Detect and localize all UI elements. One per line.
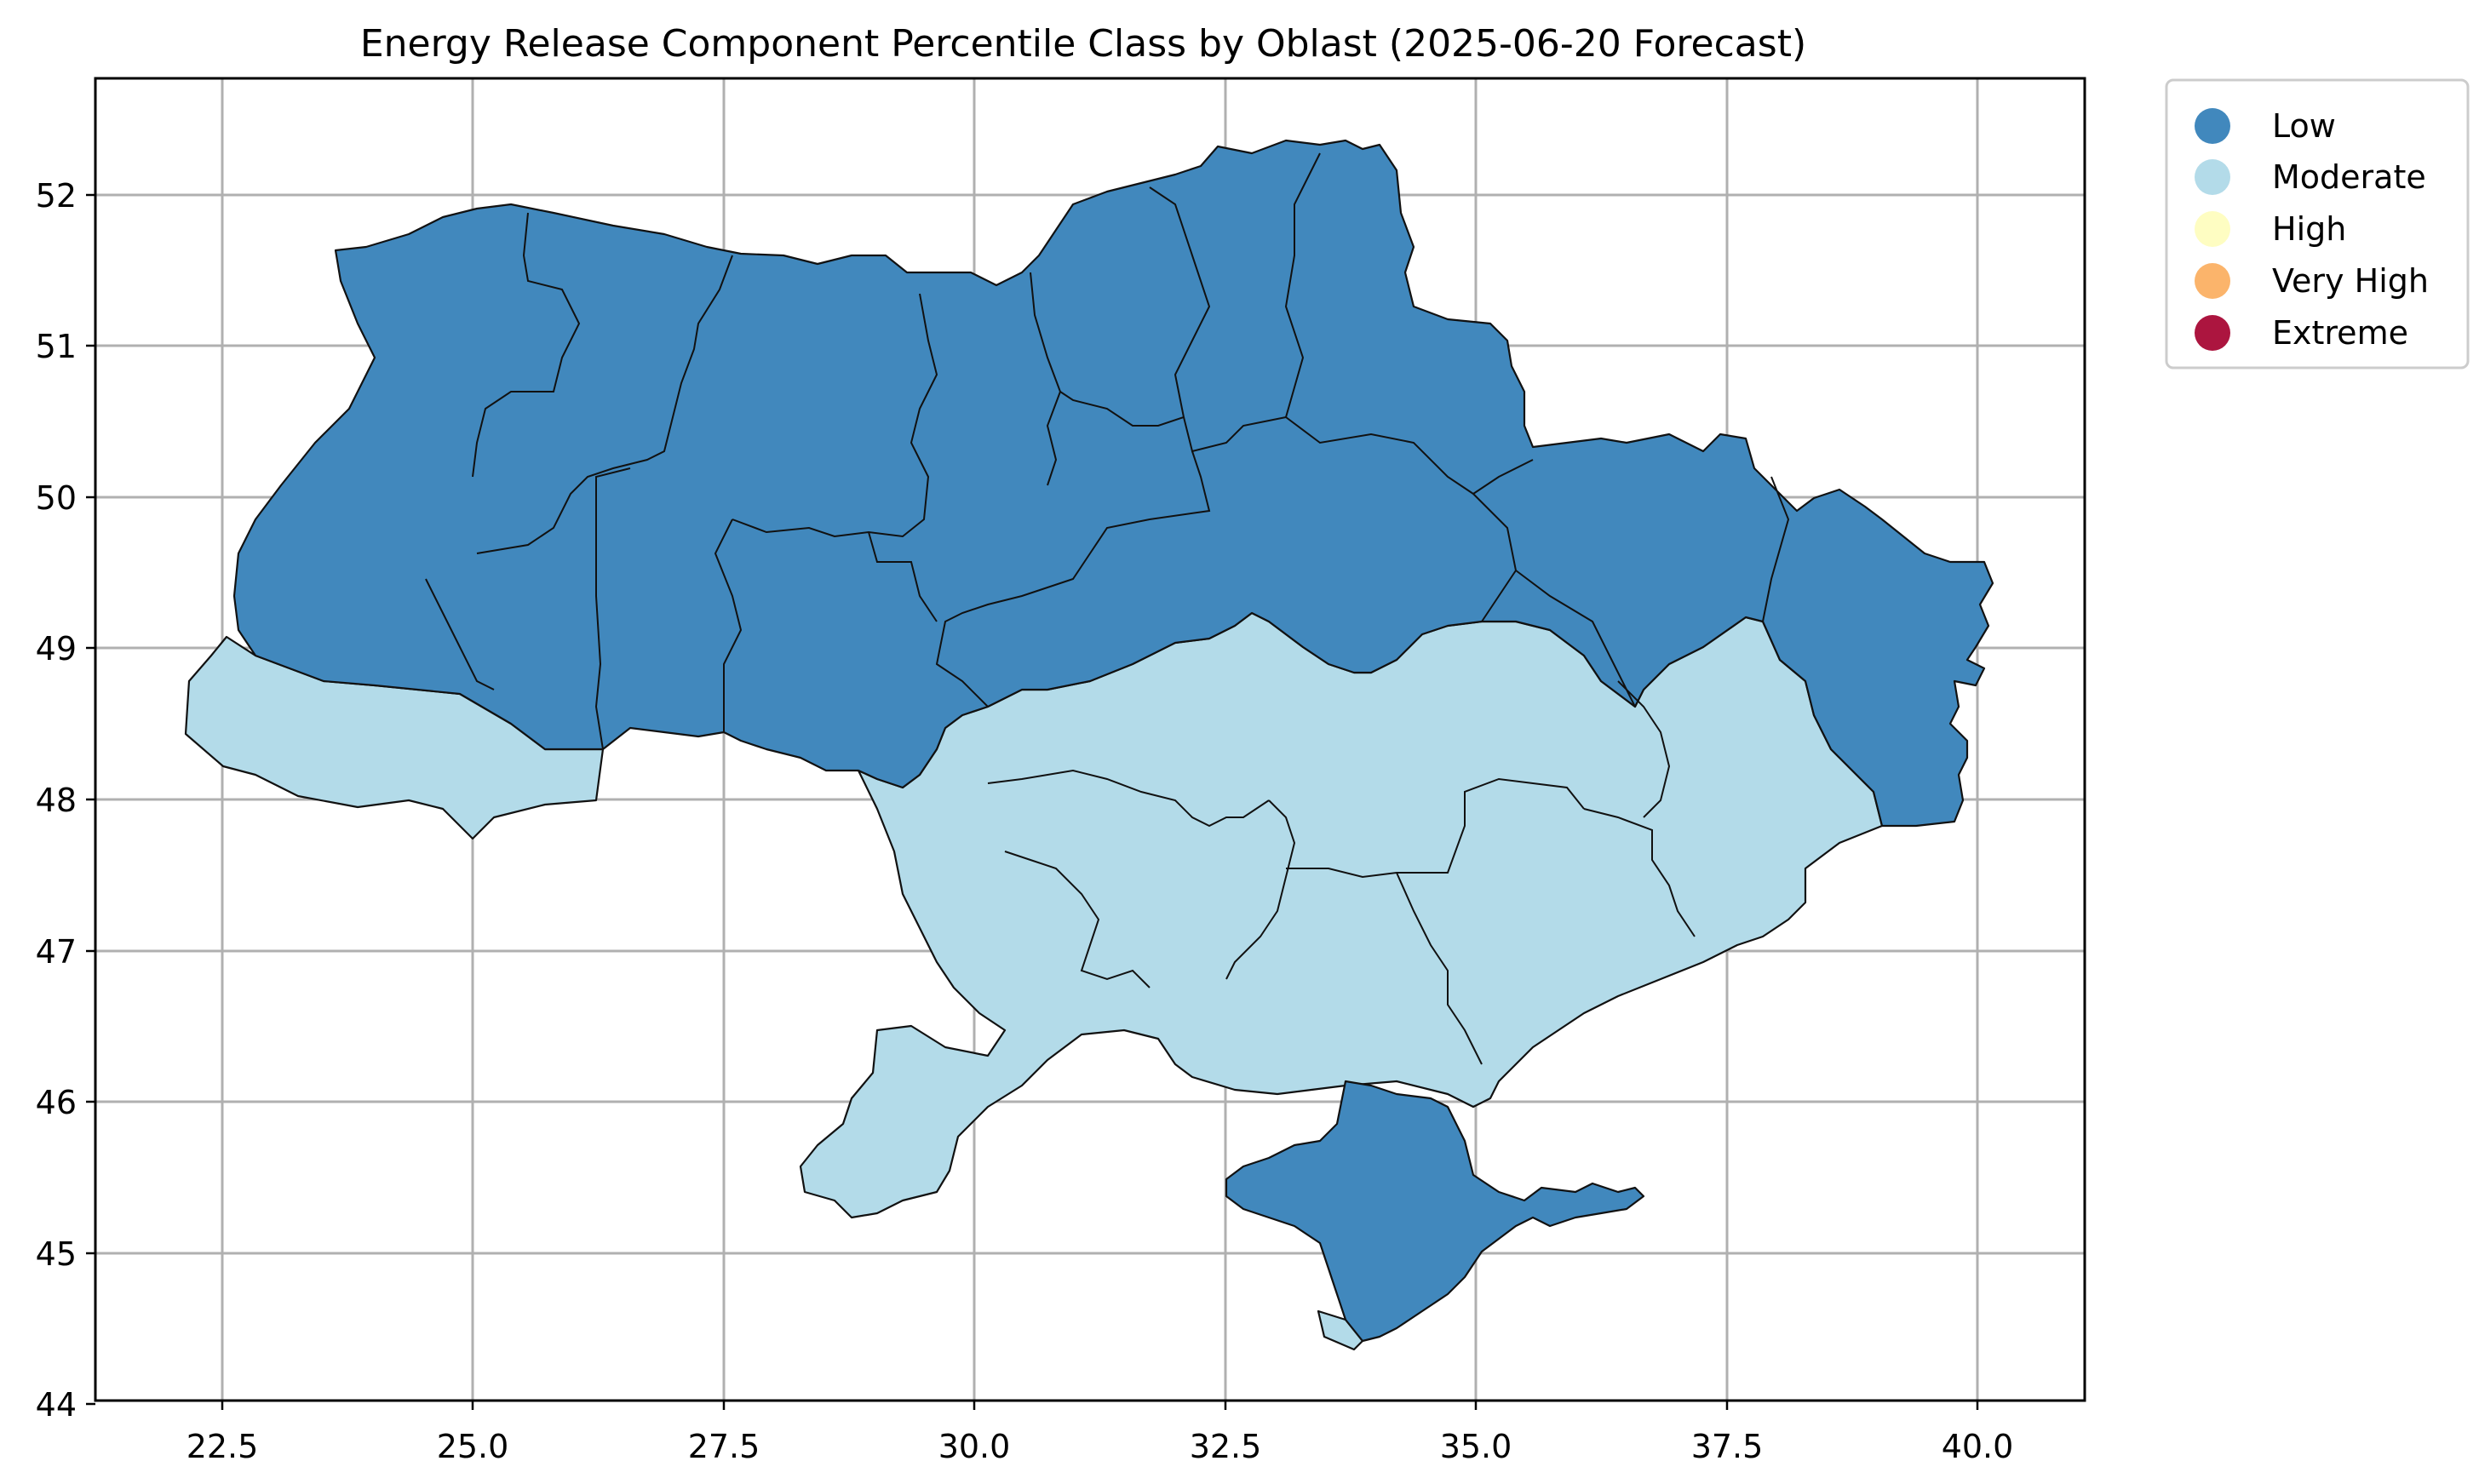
legend-swatch-extreme [2195,315,2230,351]
y-tick-label: 44 [36,1386,77,1424]
map-title: Energy Release Component Percentile Clas… [360,22,1806,66]
plot-area: 22.5 25.0 27.5 30.0 32.5 35.0 37.5 40.0 … [36,77,2086,1465]
y-tick-label: 48 [36,782,77,819]
region-crimea-tip [1317,1309,1364,1351]
y-tick-label: 52 [36,177,77,215]
legend: Low Moderate High Very High Extreme [2165,78,2470,370]
legend-label-high: High [2272,210,2346,248]
x-tick-label: 32.5 [1190,1428,1262,1465]
plot-frame [94,77,2086,1402]
regions [184,139,1994,1351]
legend-box [2165,78,2470,370]
region-crimea [1225,1080,1645,1343]
legend-label-very-high: Very High [2272,262,2429,300]
x-tick-label: 27.5 [688,1428,760,1465]
legend-swatch-moderate [2195,159,2230,195]
legend-swatch-high [2195,211,2230,247]
x-tick-label: 25.0 [437,1428,509,1465]
oblast-borders [425,152,1790,1065]
y-tick-label: 51 [36,328,77,365]
y-tick-label: 45 [36,1235,77,1273]
y-axis: 44 45 46 47 48 49 50 51 52 [36,177,95,1424]
x-tick-label: 40.0 [1942,1428,2014,1465]
legend-swatch-low [2195,108,2230,144]
y-tick-label: 50 [36,479,77,517]
x-tick-label: 30.0 [938,1428,1011,1465]
y-tick-label: 47 [36,933,77,971]
y-tick-label: 46 [36,1084,77,1121]
legend-label-extreme: Extreme [2272,314,2408,352]
y-tick-label: 49 [36,630,77,668]
x-tick-label: 22.5 [186,1428,259,1465]
legend-label-moderate: Moderate [2272,158,2426,196]
x-axis: 22.5 25.0 27.5 30.0 32.5 35.0 37.5 40.0 [186,1401,2014,1465]
x-tick-label: 37.5 [1691,1428,1764,1465]
legend-label-low: Low [2272,107,2336,145]
legend-swatch-very-high [2195,263,2230,299]
x-tick-label: 35.0 [1440,1428,1512,1465]
region-north-low [232,139,1994,828]
